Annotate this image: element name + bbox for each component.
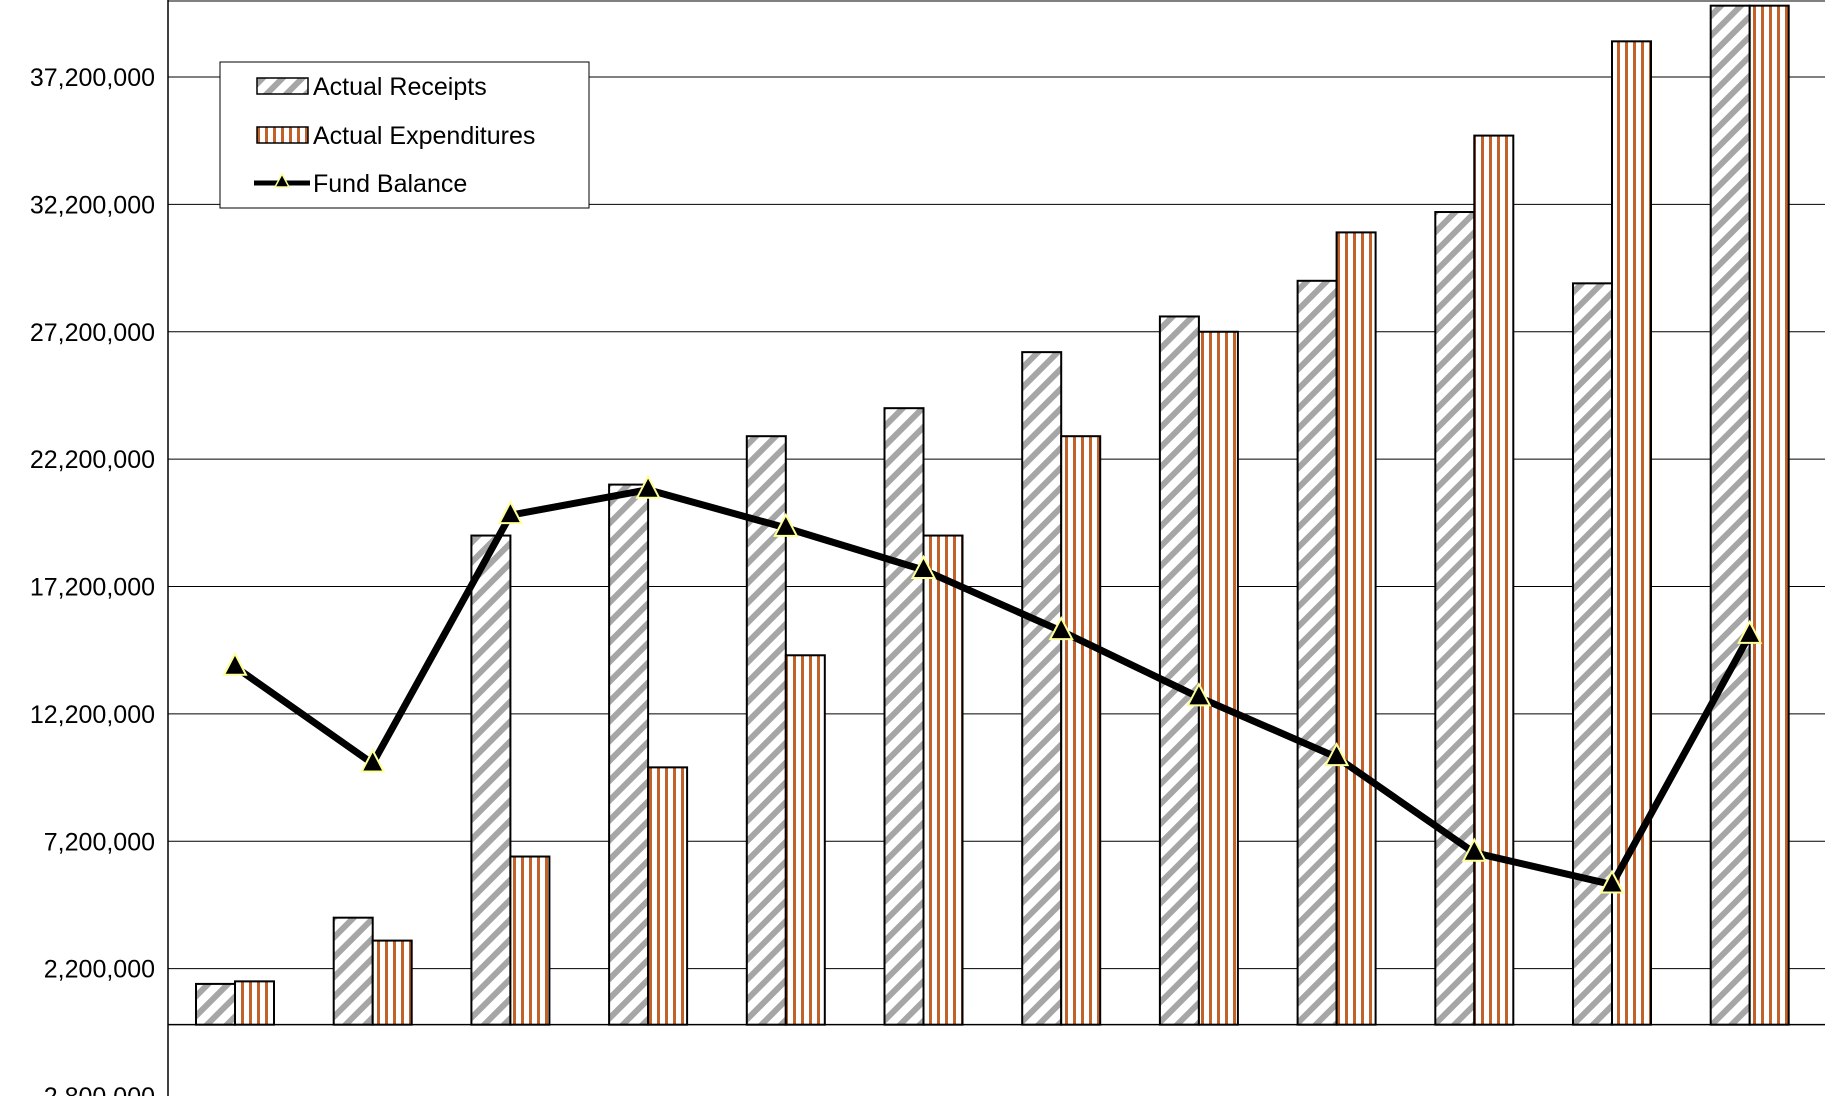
bar-actual-expenditures (509, 855, 551, 1026)
bar-actual-receipts (1572, 282, 1613, 1026)
bar-actual-expenditures (234, 980, 275, 1026)
bar-actual-receipts (195, 982, 236, 1026)
bar-actual-receipts (1709, 4, 1751, 1026)
legend-label-actual-receipts: Actual Receipts (313, 73, 487, 101)
fund-balance-line-group (222, 474, 1763, 894)
legend: Actual Receipts Actual Expenditures Fund… (219, 61, 590, 209)
bar-actual-receipts (608, 483, 650, 1026)
y-tick-label: 12,200,000 (30, 701, 155, 729)
y-axis-tick-labels: -2,800,000 2,200,000 7,200,000 12,200,000 17… (30, 64, 155, 1096)
fund-balance-marker (1599, 869, 1625, 894)
bar-actual-receipts (883, 407, 925, 1026)
bar-actual-receipts (332, 916, 374, 1026)
fund-balance-marker (1186, 682, 1212, 707)
bars (195, 4, 1790, 1026)
bar-actual-receipts (1434, 211, 1476, 1026)
y-tick-label: 37,200,000 (30, 64, 155, 92)
y-tick-label: 27,200,000 (30, 319, 155, 347)
fund-balance-line (232, 486, 1753, 889)
y-tick-label: 17,200,000 (30, 574, 155, 602)
y-tick-label: 2,200,000 (44, 956, 155, 984)
fund-balance-marker (360, 748, 386, 773)
bar-actual-expenditures (922, 534, 964, 1026)
bar-actual-expenditures (371, 939, 413, 1026)
y-tick-label: 32,200,000 (30, 191, 155, 219)
fund-balance-marker (222, 651, 248, 676)
fund-balance-marker (1461, 837, 1487, 862)
legend-swatch-actual-expenditures (256, 126, 309, 144)
legend-label-fund-balance: Fund Balance (313, 170, 467, 198)
bar-actual-expenditures (647, 766, 689, 1026)
bar-actual-receipts (1296, 279, 1338, 1026)
bar-actual-expenditures (1473, 134, 1515, 1026)
y-tick-label: 22,200,000 (30, 446, 155, 474)
bar-actual-expenditures (1060, 435, 1102, 1026)
legend-label-actual-expenditures: Actual Expenditures (313, 122, 535, 150)
fund-balance-marker (497, 500, 524, 525)
fund-balance-marker (1048, 615, 1074, 641)
bar-actual-receipts (470, 534, 512, 1026)
legend-swatch-actual-receipts (256, 77, 309, 95)
legend-swatch-fund-balance-marker (273, 172, 291, 188)
bar-actual-expenditures (1611, 40, 1652, 1026)
fund-balance-marker (635, 474, 661, 499)
y-tick-label: 7,200,000 (44, 828, 155, 856)
bar-actual-expenditures (784, 654, 826, 1026)
bar-actual-receipts (1021, 351, 1063, 1026)
fund-balance-marker (773, 512, 799, 537)
fund-balance-marker (1737, 619, 1763, 644)
bar-actual-expenditures (1748, 4, 1790, 1026)
fund-balance-marker (1323, 742, 1350, 767)
bar-actual-expenditures (1197, 330, 1239, 1026)
y-tick-label: -2,800,000 (35, 1083, 155, 1096)
bar-actual-receipts (1158, 315, 1200, 1026)
bar-actual-expenditures (1335, 231, 1377, 1026)
fund-balance-marker (910, 554, 937, 579)
